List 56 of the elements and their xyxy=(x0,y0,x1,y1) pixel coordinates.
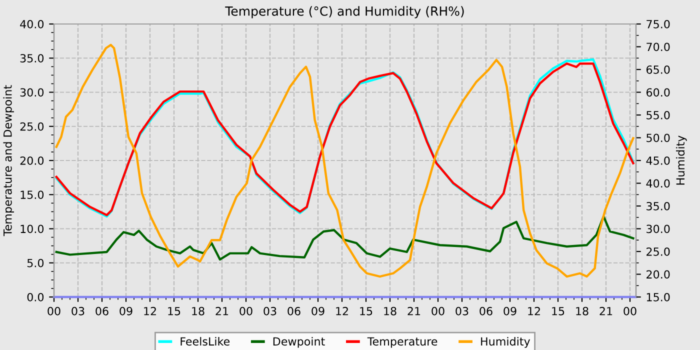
x-tick-label: 09 xyxy=(504,306,516,316)
x-tick-label: 00 xyxy=(432,306,444,316)
chart-title: Temperature (°C) and Humidity (RH%) xyxy=(225,6,464,18)
x-tick-label: 15 xyxy=(552,307,564,316)
x-tick-label: 15 xyxy=(360,307,372,316)
y-tick-label: 0.0 xyxy=(27,292,44,302)
x-tick-label: 09 xyxy=(312,306,324,316)
y-tick-label: 35.0 xyxy=(20,54,44,63)
y2-tick-label: 50.0 xyxy=(646,134,670,142)
x-tick-label: 12 xyxy=(528,306,540,316)
y-axis-title: Temperature and Dewpoint xyxy=(3,85,14,236)
x-tick-label: 09 xyxy=(120,306,132,316)
y-tick-label: 25.0 xyxy=(20,122,44,131)
x-tick-label: 21 xyxy=(408,306,420,316)
legend-label: Dewpoint xyxy=(273,337,325,348)
x-tick-label: 18 xyxy=(192,306,204,316)
y2-tick-label: 35.0 xyxy=(646,202,670,210)
line-series xyxy=(55,215,634,261)
x-tick-label: 03 xyxy=(72,306,84,316)
y2-tick-label: 55.0 xyxy=(646,110,670,120)
legend-label: Humidity xyxy=(481,337,530,348)
y-tick-label: 20.0 xyxy=(20,156,44,165)
legend-label: FeelsLike xyxy=(180,337,230,346)
x-tick-label: 03 xyxy=(456,306,468,316)
y2-tick-label: 30.0 xyxy=(646,224,670,234)
x-tick-label: 12 xyxy=(336,306,348,316)
x-tick-label: 21 xyxy=(600,306,612,316)
y2-tick-label: 15.0 xyxy=(646,292,670,302)
y-tick-label: 10.0 xyxy=(20,224,44,234)
x-tick-label: 00 xyxy=(240,306,252,316)
x-tick-label: 18 xyxy=(384,306,396,316)
y2-tick-label: 20.0 xyxy=(646,270,670,279)
y2-tick-label: 60.0 xyxy=(646,88,670,97)
y-tick-label: 40.0 xyxy=(20,20,44,28)
y2-tick-label: 75.0 xyxy=(646,20,670,28)
x-tick-label: 21 xyxy=(216,306,228,316)
y2-tick-label: 40.0 xyxy=(646,179,670,188)
y-tick-label: 5.0 xyxy=(27,258,44,268)
y-tick-label: 30.0 xyxy=(20,88,44,97)
y2-tick-label: 70.0 xyxy=(646,42,670,52)
line-series xyxy=(55,44,634,278)
y2-tick-label: 65.0 xyxy=(646,65,670,74)
x-tick-label: 00 xyxy=(624,306,636,316)
x-tick-label: 06 xyxy=(96,306,108,316)
x-tick-label: 03 xyxy=(264,306,276,316)
x-tick-label: 15 xyxy=(168,307,180,316)
y2-tick-label: 45.0 xyxy=(646,156,670,165)
y-tick-label: 15.0 xyxy=(20,190,44,200)
x-tick-label: 00 xyxy=(48,306,60,316)
x-tick-label: 12 xyxy=(144,306,156,316)
x-tick-label: 06 xyxy=(288,306,300,316)
y2-axis-title: Humidity xyxy=(676,136,687,185)
x-tick-label: 18 xyxy=(576,306,588,316)
y2-tick-label: 25.0 xyxy=(646,247,670,256)
legend-label: Temperature xyxy=(367,337,438,348)
x-tick-label: 06 xyxy=(480,306,492,316)
